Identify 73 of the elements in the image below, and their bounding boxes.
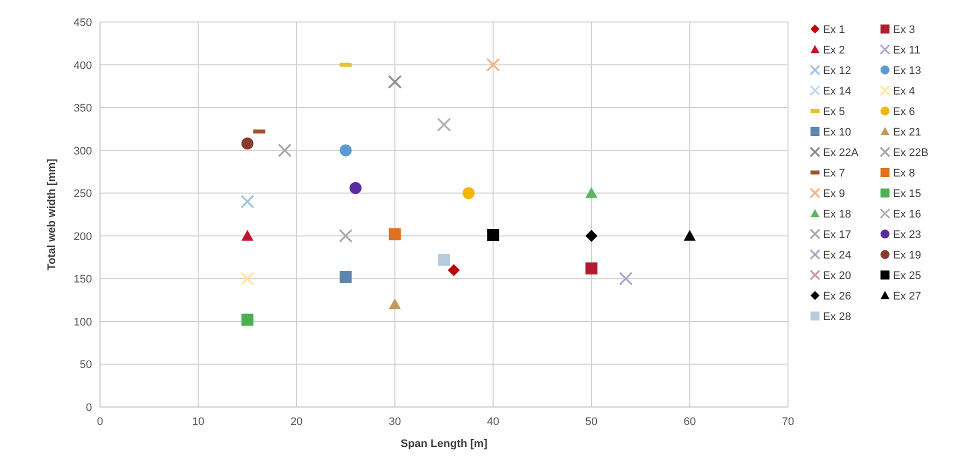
x-tick-label: 10 [192,416,204,428]
legend-label: Ex 4 [893,86,916,98]
point [241,230,254,241]
legend-label: Ex 28 [823,311,852,323]
point [585,230,598,242]
point [486,58,500,72]
y-tick-label: 250 [74,188,92,200]
point [618,272,633,286]
legend-label: Ex 26 [823,290,852,302]
x-tick-label: 30 [388,416,401,428]
point [487,229,500,242]
point [240,194,254,209]
y-tick-label: 0 [86,402,92,414]
y-tick-label: 300 [74,145,92,158]
legend-label: Ex 6 [893,106,916,118]
point [388,74,402,89]
legend-label: Ex 20 [823,270,852,282]
point [585,262,598,274]
point [340,270,352,283]
legend-label: Ex 22B [893,147,928,159]
y-tick-label: 100 [74,316,92,328]
y-tick-label: 350 [74,102,92,115]
point [388,228,401,240]
legend-label: Ex 5 [823,106,846,118]
y-tick-label: 200 [74,230,92,243]
legend-label: Ex 13 [893,65,922,77]
legend-label: Ex 23 [893,229,922,241]
point [448,264,460,276]
legend-label: Ex 16 [893,208,922,220]
point [241,137,254,150]
legend-label: Ex 1 [823,24,846,36]
y-tick-label: 400 [74,60,92,72]
y-tick-label: 150 [74,274,92,286]
x-tick-label: 0 [96,416,104,428]
legend-label: Ex 21 [893,126,922,138]
legend-label: Ex 19 [893,250,922,262]
y-tick-label: 50 [80,359,92,372]
legend-label: Ex 12 [823,65,852,77]
legend-label: Ex 17 [823,229,852,241]
point [437,118,451,132]
legend-label: Ex 8 [893,168,916,180]
legend-label: Ex 9 [823,188,846,200]
point [240,272,254,286]
x-tick-label: 60 [684,416,696,428]
point [684,230,696,241]
x-tick-label: 70 [782,416,794,428]
legend-label: Ex 25 [893,270,922,282]
legend-label: Ex 18 [823,208,852,220]
legend-label: Ex 10 [823,126,852,138]
point [241,314,254,326]
legend-label: Ex 14 [823,86,852,98]
x-tick-label: 40 [487,416,500,428]
y-tick-label: 450 [74,17,92,29]
x-tick-label: 20 [290,416,303,428]
legend-label: Ex 2 [823,44,846,56]
point [338,228,353,243]
legend-label: Ex 22A [823,147,860,159]
legend-label: Ex 24 [823,250,852,262]
point [462,187,475,200]
point [388,298,401,310]
legend-label: Ex 15 [893,188,922,200]
legend-label: Ex 27 [893,290,922,302]
y-axis-title: Total web width [mm] [46,158,58,270]
point [350,182,362,194]
point [340,144,352,156]
point [438,254,450,266]
legend-label: Ex 3 [893,24,916,36]
point [585,187,598,198]
legend-label: Ex 7 [823,168,846,180]
point [278,143,292,158]
x-axis-title: Span Length [m] [400,438,488,450]
x-tick-label: 50 [585,416,598,428]
legend-label: Ex 11 [893,44,920,56]
